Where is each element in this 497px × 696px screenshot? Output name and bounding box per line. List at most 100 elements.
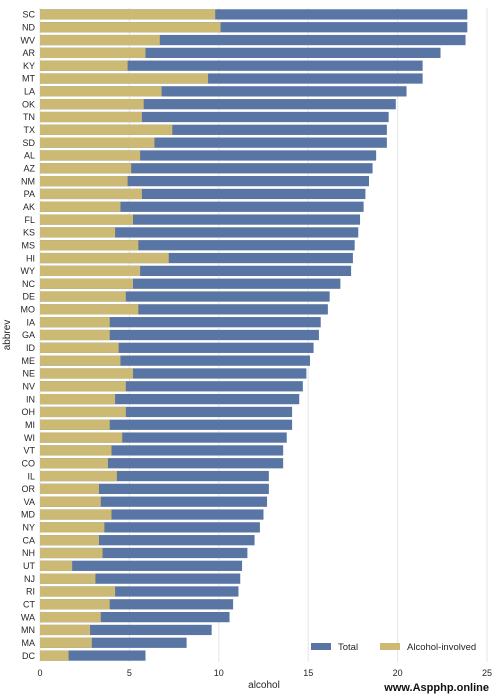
bar-alcohol-or — [40, 483, 100, 495]
bar-alcohol-ar — [40, 47, 146, 59]
bar-alcohol-sd — [40, 137, 155, 148]
bar-alcohol-ks — [40, 227, 116, 238]
legend: Total Alcohol-involved — [311, 642, 476, 653]
y-tick-label-md: MD — [21, 510, 35, 520]
x-tick-labels: 0 5 10 15 20 25 — [37, 668, 492, 678]
bar-alcohol-ky — [40, 60, 128, 71]
bar-total-id — [40, 342, 314, 353]
y-tick-label-dc: DC — [22, 651, 35, 661]
y-tick-label-id: ID — [26, 343, 36, 353]
bar-alcohol-wi — [40, 432, 123, 443]
x-tick-label: 20 — [393, 668, 403, 678]
y-tick-label-ky: KY — [23, 61, 35, 71]
bar-total-ia — [40, 317, 321, 328]
y-tick-label-vt: VT — [23, 446, 35, 456]
bar-alcohol-ga — [40, 329, 110, 341]
legend-swatch-alcohol — [380, 643, 400, 650]
bar-alcohol-ma — [40, 637, 92, 648]
bar-alcohol-mi — [40, 419, 110, 430]
x-tick-label: 15 — [303, 668, 313, 678]
y-tick-label-oh: OH — [22, 407, 36, 417]
bar-total-ma — [40, 637, 187, 648]
y-axis-label: abbrev — [2, 320, 13, 351]
bar-total-ak — [40, 201, 364, 212]
y-tick-label-ak: AK — [23, 202, 35, 212]
y-tick-label-nj: NJ — [24, 574, 35, 584]
bar-alcohol-wv — [40, 34, 160, 46]
y-tick-label-nm: NM — [21, 176, 35, 186]
bar-total-mi — [40, 419, 293, 430]
y-tick-label-ca: CA — [22, 535, 35, 545]
y-tick-label-az: AZ — [23, 163, 35, 173]
bar-total-dc — [40, 650, 146, 661]
bar-total-ok — [40, 99, 396, 110]
bar-total-ar — [40, 47, 441, 59]
bar-alcohol-tx — [40, 124, 173, 135]
bar-total-tx — [40, 124, 387, 135]
y-tick-label-tn: TN — [23, 112, 35, 122]
x-tick-label: 25 — [482, 668, 492, 678]
bar-alcohol-nm — [40, 175, 128, 187]
x-axis-label: alcohol — [248, 680, 280, 691]
bar-alcohol-ne — [40, 368, 133, 379]
bar-total-sc — [40, 9, 468, 20]
y-tick-label-ct: CT — [23, 599, 35, 609]
y-tick-label-ok: OK — [22, 99, 35, 109]
y-tick-label-co: CO — [22, 458, 36, 468]
bar-total-or — [40, 483, 269, 495]
legend-label-total: Total — [338, 642, 358, 653]
bar-total-hi — [40, 252, 353, 264]
y-tick-label-ar: AR — [22, 48, 35, 58]
y-tick-label-ma: MA — [22, 638, 36, 648]
bar-alcohol-nd — [40, 22, 221, 33]
bar-total-ky — [40, 60, 423, 71]
bar-total-ga — [40, 329, 319, 341]
bar-total-nh — [40, 547, 248, 559]
y-tick-label-wv: WV — [21, 35, 36, 45]
bar-alcohol-wy — [40, 265, 141, 277]
bar-alcohol-id — [40, 342, 119, 353]
bar-alcohol-in — [40, 393, 116, 405]
bar-alcohol-ct — [40, 599, 110, 610]
alcohol-bars — [40, 9, 221, 661]
bar-total-md — [40, 509, 264, 520]
bar-alcohol-tn — [40, 111, 142, 123]
y-tick-label-mi: MI — [25, 420, 35, 430]
bar-alcohol-az — [40, 163, 132, 174]
y-tick-label-ia: IA — [26, 317, 35, 327]
y-tick-label-wy: WY — [21, 266, 36, 276]
bar-alcohol-me — [40, 355, 121, 366]
y-tick-label-de: DE — [22, 292, 35, 302]
bar-alcohol-hi — [40, 252, 169, 264]
y-tick-label-nh: NH — [22, 548, 35, 558]
bar-alcohol-dc — [40, 650, 69, 661]
bar-alcohol-pa — [40, 188, 142, 200]
y-tick-label-nc: NC — [22, 279, 35, 289]
y-tick-label-la: LA — [24, 87, 35, 97]
bar-alcohol-ca — [40, 535, 100, 546]
y-tick-label-nd: ND — [22, 22, 35, 32]
y-tick-label-in: IN — [26, 394, 35, 404]
y-tick-label-wa: WA — [21, 612, 35, 622]
bar-total-ut — [40, 560, 243, 571]
y-tick-labels: SC ND WV AR KY MT LA OK TN TX SD AL AZ NM PA AK FL KS MS HI… — [21, 10, 36, 661]
bar-alcohol-wa — [40, 611, 101, 623]
bar-total-in — [40, 393, 300, 405]
legend-label-alcohol: Alcohol-involved — [407, 642, 476, 653]
y-tick-label-ms: MS — [22, 240, 36, 250]
bar-total-ne — [40, 368, 307, 379]
bar-total-tn — [40, 111, 389, 123]
bar-total-de — [40, 291, 330, 302]
bar-alcohol-sc — [40, 9, 216, 20]
bar-alcohol-ut — [40, 560, 73, 571]
bar-total-wa — [40, 611, 230, 623]
y-tick-label-wi: WI — [24, 433, 35, 443]
y-tick-label-sd: SD — [22, 138, 35, 148]
bar-alcohol-de — [40, 291, 126, 302]
bar-total-mn — [40, 624, 212, 636]
bar-total-co — [40, 458, 284, 469]
y-tick-label-nv: NV — [22, 381, 35, 391]
bar-total-ms — [40, 240, 355, 251]
bar-total-nd — [40, 22, 468, 33]
